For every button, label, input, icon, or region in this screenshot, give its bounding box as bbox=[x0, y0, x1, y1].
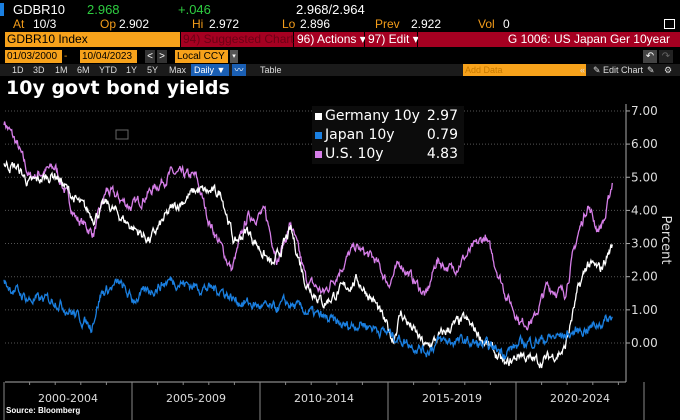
chart-title: 10y govt bond yields bbox=[6, 77, 230, 99]
edit-chart-button[interactable]: ✎ Edit Chart bbox=[593, 65, 644, 75]
x-category-label: 2010-2014 bbox=[294, 392, 354, 405]
low-value: 2.896 bbox=[300, 17, 331, 31]
table-tab[interactable]: Table bbox=[260, 65, 282, 75]
prev-label: Prev bbox=[375, 17, 400, 31]
tab-1m[interactable]: 1M bbox=[55, 65, 68, 75]
tab-6m[interactable]: 6M bbox=[77, 65, 90, 75]
open-label: Op bbox=[100, 17, 117, 31]
at-value: 10/3 bbox=[33, 17, 57, 31]
collapse-icon[interactable]: « bbox=[580, 65, 586, 75]
suggested-charts-button[interactable]: 94) Suggested Charts bbox=[181, 32, 300, 47]
edit-menu[interactable]: 97) Edit ▾ bbox=[365, 32, 419, 47]
series-line-us bbox=[3, 121, 613, 331]
legend-value: 4.83 bbox=[426, 146, 458, 162]
price-change: +.046 bbox=[178, 2, 211, 17]
legend-item-us: U.S. 10y 4.83 bbox=[312, 146, 464, 163]
actions-menu[interactable]: 96) Actions ▾ bbox=[294, 32, 366, 47]
end-date-input[interactable]: 10/04/2023 bbox=[80, 50, 137, 63]
frequency-select[interactable]: Daily ▼ bbox=[191, 64, 229, 76]
tab-5y[interactable]: 5Y bbox=[147, 65, 159, 75]
y-tick-label: 5.00 bbox=[631, 170, 658, 184]
y-tick-label: 0.00 bbox=[631, 336, 658, 350]
quote-line-2: At 10/3 Op 2.902 Hi 2.972 Lo 2.896 Prev … bbox=[0, 17, 680, 32]
tab-1d[interactable]: 1D bbox=[12, 65, 24, 75]
gear-icon[interactable]: ⚙ bbox=[664, 65, 673, 75]
annotate-icon[interactable]: ✎ bbox=[647, 65, 655, 75]
popout-icon[interactable] bbox=[664, 19, 675, 29]
legend-swatch bbox=[315, 151, 322, 158]
low-label: Lo bbox=[282, 17, 296, 31]
legend-swatch bbox=[315, 113, 322, 120]
period-tabs: 1D 3D 1M 6M YTD 1Y 5Y Max Daily ▼ 〰 Tabl… bbox=[0, 64, 680, 76]
vol-value: 0 bbox=[503, 17, 510, 31]
y-tick-label: 1.00 bbox=[631, 303, 658, 317]
tab-max[interactable]: Max bbox=[169, 65, 187, 75]
security-field[interactable]: GDBR10 Index bbox=[5, 32, 180, 47]
bid-ask: 2.968/2.964 bbox=[296, 2, 365, 17]
currency-select[interactable]: Local CCY bbox=[175, 50, 228, 63]
undo-icon[interactable]: ↶ bbox=[643, 50, 657, 63]
next-arrow-icon[interactable]: > bbox=[157, 50, 167, 63]
y-axis-label: Percent bbox=[658, 216, 673, 265]
chart-legend[interactable]: Germany 10y 2.97 Japan 10y 0.79 U.S. 10y 4.… bbox=[312, 106, 464, 164]
series-line-germany bbox=[3, 159, 613, 369]
ticker-marker bbox=[0, 3, 4, 16]
prev-value: 2.922 bbox=[411, 17, 442, 31]
x-category-label: 2015-2019 bbox=[422, 392, 482, 405]
legend-label: U.S. 10y bbox=[325, 146, 384, 162]
start-date-input[interactable]: 01/03/2000 bbox=[5, 50, 62, 63]
chart-name: G 1006: US Japan Ger 10year bbox=[418, 32, 680, 47]
y-tick-label: 2.00 bbox=[631, 270, 658, 284]
legend-label: Germany 10y bbox=[325, 108, 420, 124]
redo-icon[interactable]: ↷ bbox=[659, 50, 673, 63]
prev-arrow-icon[interactable]: < bbox=[145, 50, 155, 63]
series-line-japan bbox=[3, 276, 613, 361]
high-label: Hi bbox=[192, 17, 204, 31]
tab-3d[interactable]: 3D bbox=[33, 65, 45, 75]
source-note: Source: Bloomberg bbox=[6, 406, 81, 415]
legend-value: 0.79 bbox=[426, 127, 458, 143]
legend-item-japan: Japan 10y 0.79 bbox=[312, 127, 464, 144]
y-tick-label: 3.00 bbox=[631, 237, 658, 251]
legend-swatch bbox=[315, 132, 322, 139]
vol-label: Vol bbox=[478, 17, 495, 31]
line-chart-icon[interactable]: 〰 bbox=[232, 64, 246, 76]
legend-value: 2.97 bbox=[426, 108, 458, 124]
y-tick-label: 4.00 bbox=[631, 203, 658, 217]
at-label: At bbox=[13, 17, 25, 31]
tab-1y[interactable]: 1Y bbox=[126, 65, 138, 75]
add-data-input[interactable]: Add Data bbox=[463, 64, 586, 76]
high-value: 2.972 bbox=[209, 17, 240, 31]
legend-item-germany: Germany 10y 2.97 bbox=[312, 108, 464, 125]
last-price: 2.968 bbox=[87, 2, 120, 17]
x-category-label: 2005-2009 bbox=[166, 392, 226, 405]
currency-dropdown-icon[interactable]: ▾ bbox=[230, 50, 238, 63]
chart-type-icon bbox=[115, 129, 129, 140]
date-separator: - bbox=[64, 51, 68, 62]
legend-label: Japan 10y bbox=[325, 127, 395, 143]
quote-line-1: GDBR10 2.968 +.046 2.968/2.964 bbox=[0, 2, 680, 17]
tab-ytd[interactable]: YTD bbox=[99, 65, 117, 75]
x-category-label: 2020-2024 bbox=[550, 392, 610, 405]
y-tick-label: 7.00 bbox=[631, 104, 658, 118]
open-value: 2.902 bbox=[119, 17, 150, 31]
y-tick-label: 6.00 bbox=[631, 137, 658, 151]
ticker: GDBR10 bbox=[13, 2, 66, 17]
x-category-label: 2000-2004 bbox=[38, 392, 98, 405]
